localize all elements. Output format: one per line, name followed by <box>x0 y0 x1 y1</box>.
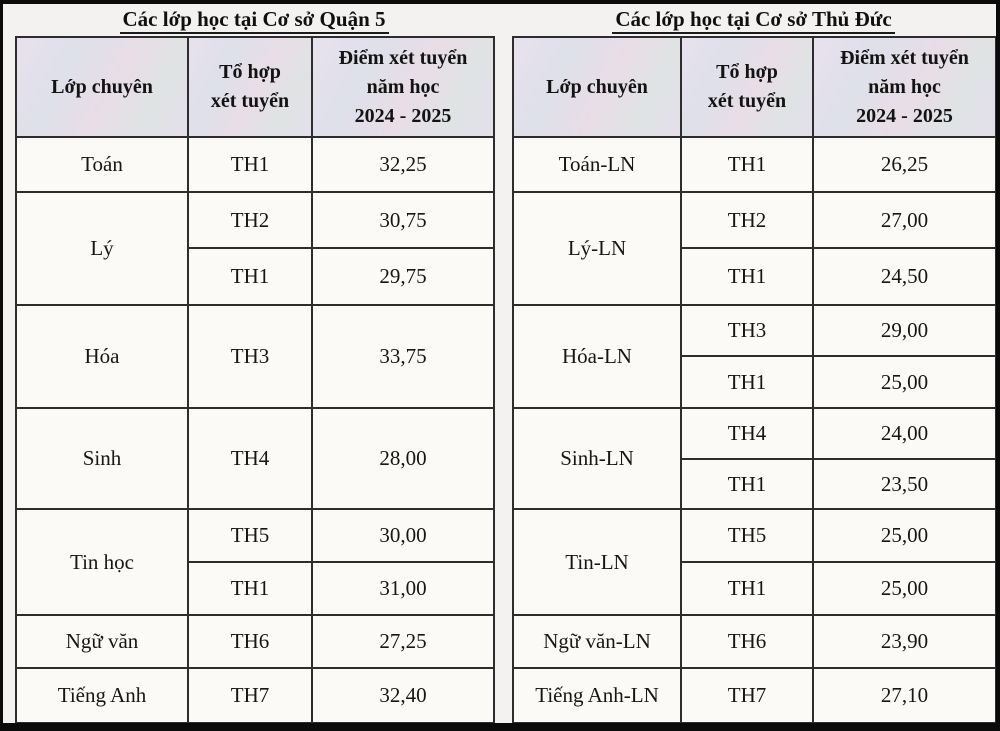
subject-cell: Tin học <box>15 508 189 616</box>
table-row: Lý-LN TH2 27,00 <box>512 191 997 306</box>
table-row: TH1 24,50 <box>513 247 997 306</box>
subject-cell: Sinh <box>15 407 189 510</box>
header-lop-chuyen: Lớp chuyên <box>512 36 682 138</box>
combo-cell: TH3 <box>187 304 313 409</box>
score-cell: 26,25 <box>812 136 997 193</box>
score-cell: 25,00 <box>812 508 997 563</box>
score-cell: 33,75 <box>311 304 495 409</box>
table-row: TH1 25,00 <box>513 561 997 616</box>
header-diem-xet-tuyen: Điểm xét tuyển năm học 2024 - 2025 <box>311 36 495 138</box>
combo-cell: TH7 <box>680 667 814 724</box>
score-cell: 31,00 <box>311 561 495 616</box>
subject-cell: Toán-LN <box>512 136 682 193</box>
combo-cell: TH4 <box>187 407 313 510</box>
top-crop-bar <box>0 0 1000 4</box>
header-lop-chuyen: Lớp chuyên <box>15 36 189 138</box>
score-cell: 29,75 <box>311 247 495 306</box>
table-row: TH1 29,75 <box>16 247 495 306</box>
combo-cell: TH1 <box>680 136 814 193</box>
score-cell: 24,00 <box>812 407 997 460</box>
subject-cell: Ngữ văn-LN <box>512 614 682 669</box>
header-diem-xet-tuyen: Điểm xét tuyển năm học 2024 - 2025 <box>812 36 997 138</box>
bottom-crop-bar <box>0 723 1000 731</box>
table-row: Sinh-LN TH4 24,00 <box>512 407 997 510</box>
thuduc-score-table: Lớp chuyên Tổ hợp xét tuyển Điểm xét tuy… <box>512 36 997 724</box>
subject-cell: Tiếng Anh-LN <box>512 667 682 724</box>
header-row: Lớp chuyên Tổ hợp xét tuyển Điểm xét tuy… <box>512 36 997 138</box>
header-row: Lớp chuyên Tổ hợp xét tuyển Điểm xét tuy… <box>15 36 495 138</box>
table-row: Lý TH2 30,75 <box>15 191 495 306</box>
table-row: Ngữ văn TH6 27,25 <box>15 614 495 669</box>
score-cell: 30,00 <box>311 508 495 563</box>
subject-cell: Hóa <box>15 304 189 409</box>
thuduc-title: Các lớp học tại Cơ sở Thủ Đức <box>512 6 995 34</box>
combo-cell: TH4 <box>680 407 814 460</box>
score-cell: 28,00 <box>311 407 495 510</box>
combo-cell: TH1 <box>680 355 814 409</box>
table-row: Ngữ văn-LN TH6 23,90 <box>512 614 997 669</box>
table-row: Tiếng Anh-LN TH7 27,10 <box>512 667 997 724</box>
score-cell: 23,50 <box>812 458 997 510</box>
combo-cell: TH2 <box>680 191 814 249</box>
right-crop-bar <box>996 0 1000 731</box>
table-row: Hóa TH3 33,75 <box>15 304 495 409</box>
thuduc-panel: Các lớp học tại Cơ sở Thủ Đức Lớp chuyên… <box>512 6 997 724</box>
subject-cell: Tiếng Anh <box>15 667 189 724</box>
table-row: Toán-LN TH1 26,25 <box>512 136 997 193</box>
table-row: Sinh TH4 28,00 <box>15 407 495 510</box>
combo-cell: TH1 <box>187 247 313 306</box>
score-cell: 24,50 <box>812 247 997 306</box>
quan5-title-text: Các lớp học tại Cơ sở Quận 5 <box>119 7 389 34</box>
score-cell: 29,00 <box>812 304 997 357</box>
subject-cell: Lý <box>15 191 189 306</box>
left-crop-bar <box>0 0 3 731</box>
combo-cell: TH1 <box>680 561 814 616</box>
combo-cell: TH5 <box>680 508 814 563</box>
score-cell: 27,10 <box>812 667 997 724</box>
combo-cell: TH1 <box>187 136 313 193</box>
header-to-hop-xet-tuyen: Tổ hợp xét tuyển <box>680 36 814 138</box>
combo-cell: TH5 <box>187 508 313 563</box>
thuduc-title-text: Các lớp học tại Cơ sở Thủ Đức <box>612 7 895 34</box>
combo-cell: TH2 <box>187 191 313 249</box>
quan5-panel: Các lớp học tại Cơ sở Quận 5 Lớp chuyên … <box>15 6 495 724</box>
subject-cell: Toán <box>15 136 189 193</box>
subject-cell: Hóa-LN <box>512 304 682 409</box>
subject-cell: Ngữ văn <box>15 614 189 669</box>
combo-cell: TH1 <box>187 561 313 616</box>
table-row: Tiếng Anh TH7 32,40 <box>15 667 495 724</box>
table-row: TH1 23,50 <box>513 458 997 510</box>
combo-cell: TH7 <box>187 667 313 724</box>
table-row: Toán TH1 32,25 <box>15 136 495 193</box>
combo-cell: TH6 <box>680 614 814 669</box>
table-row: TH1 25,00 <box>513 355 997 409</box>
header-to-hop-xet-tuyen: Tổ hợp xét tuyển <box>187 36 313 138</box>
quan5-score-table: Lớp chuyên Tổ hợp xét tuyển Điểm xét tuy… <box>15 36 495 724</box>
table-row: Tin-LN TH5 25,00 <box>512 508 997 616</box>
score-cell: 27,25 <box>311 614 495 669</box>
table-row: TH1 31,00 <box>16 561 495 616</box>
score-cell: 25,00 <box>812 355 997 409</box>
combo-cell: TH6 <box>187 614 313 669</box>
score-cell: 25,00 <box>812 561 997 616</box>
subject-cell: Sinh-LN <box>512 407 682 510</box>
combo-cell: TH1 <box>680 458 814 510</box>
score-cell: 30,75 <box>311 191 495 249</box>
score-cell: 32,40 <box>311 667 495 724</box>
table-row: Hóa-LN TH3 29,00 <box>512 304 997 409</box>
subject-cell: Tin-LN <box>512 508 682 616</box>
score-cell: 27,00 <box>812 191 997 249</box>
score-cell: 32,25 <box>311 136 495 193</box>
table-row: Tin học TH5 30,00 <box>15 508 495 616</box>
combo-cell: TH3 <box>680 304 814 357</box>
quan5-title: Các lớp học tại Cơ sở Quận 5 <box>15 6 493 34</box>
score-cell: 23,90 <box>812 614 997 669</box>
combo-cell: TH1 <box>680 247 814 306</box>
subject-cell: Lý-LN <box>512 191 682 306</box>
